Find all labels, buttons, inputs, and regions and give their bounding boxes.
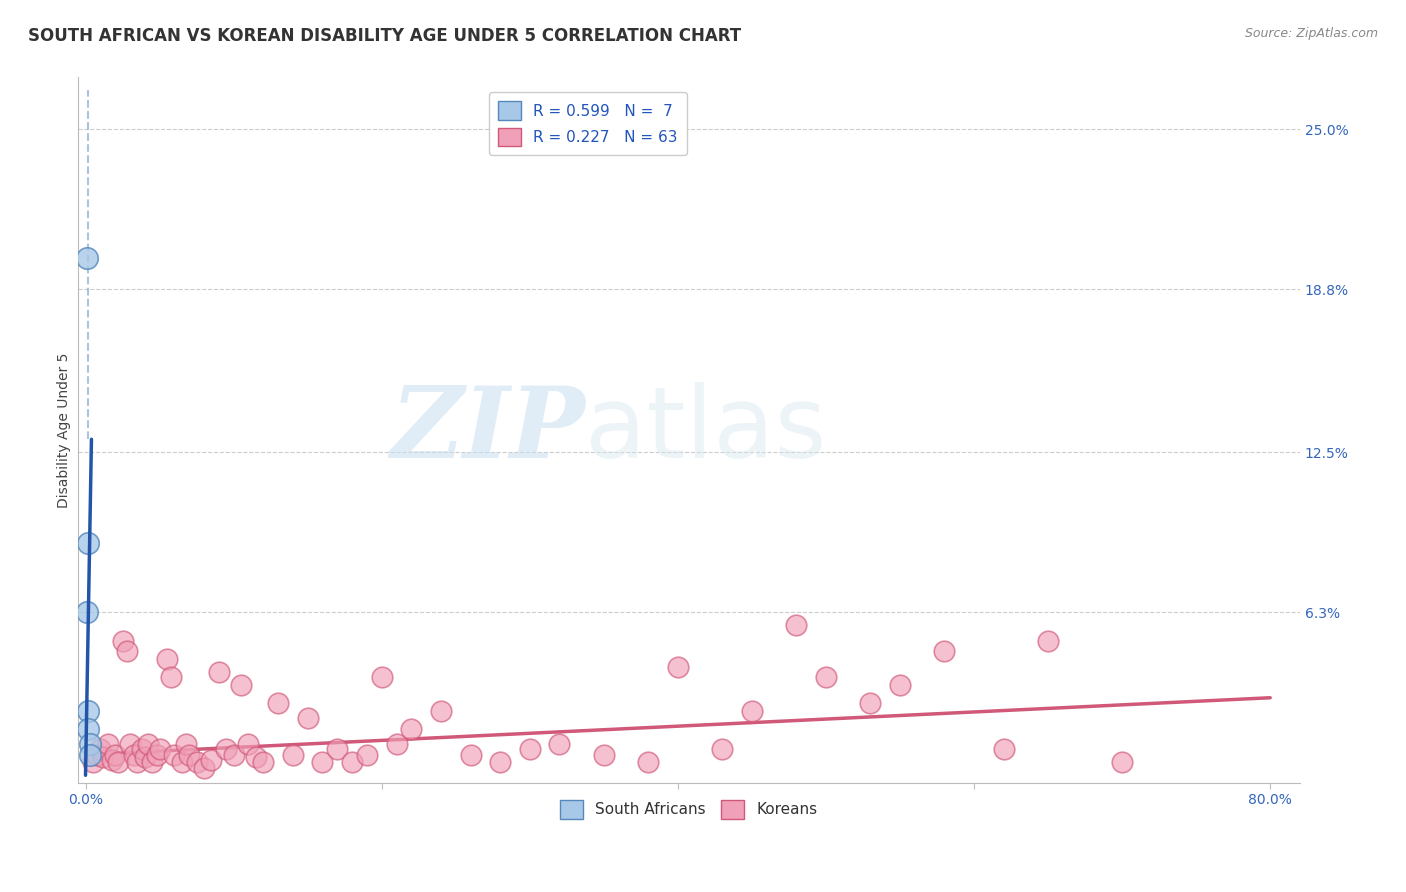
Point [245, 750, 267, 764]
Point [1036, 633, 1059, 648]
Point [356, 747, 378, 762]
Point [281, 747, 304, 762]
Text: SOUTH AFRICAN VS KOREAN DISABILITY AGE UNDER 5 CORRELATION CHART: SOUTH AFRICAN VS KOREAN DISABILITY AGE U… [28, 27, 741, 45]
Point [814, 670, 837, 684]
Y-axis label: Disability Age Under 5: Disability Age Under 5 [58, 352, 72, 508]
Legend: South Africans, Koreans: South Africans, Koreans [554, 794, 824, 825]
Point [134, 750, 156, 764]
Point [859, 696, 882, 710]
Point [163, 747, 186, 762]
Point [519, 742, 541, 756]
Point [200, 753, 222, 767]
Point [1111, 756, 1133, 770]
Point [785, 618, 807, 632]
Point [267, 696, 290, 710]
Point [741, 704, 763, 718]
Point [186, 756, 208, 770]
Point [174, 737, 197, 751]
Point [401, 722, 423, 736]
Point [89, 742, 111, 756]
Point [115, 644, 138, 658]
Point [934, 644, 956, 658]
Point [79, 747, 101, 762]
Point [385, 737, 408, 751]
Point [160, 670, 183, 684]
Point [76, 252, 98, 266]
Point [82, 756, 104, 770]
Point [592, 747, 614, 762]
Point [77, 704, 100, 718]
Point [222, 747, 245, 762]
Point [111, 633, 134, 648]
Point [124, 747, 146, 762]
Point [136, 737, 159, 751]
Point [311, 756, 333, 770]
Text: atlas: atlas [585, 382, 827, 479]
Point [145, 747, 167, 762]
Point [91, 750, 114, 764]
Point [148, 742, 170, 756]
Text: Source: ZipAtlas.com: Source: ZipAtlas.com [1244, 27, 1378, 40]
Point [156, 652, 179, 666]
Point [97, 737, 120, 751]
Point [460, 747, 482, 762]
Point [131, 742, 153, 756]
Point [215, 742, 238, 756]
Point [208, 665, 231, 679]
Point [297, 711, 319, 725]
Point [229, 678, 252, 692]
Point [107, 756, 129, 770]
Point [637, 756, 659, 770]
Point [326, 742, 349, 756]
Point [993, 742, 1015, 756]
Text: ZIP: ZIP [389, 382, 585, 478]
Point [118, 737, 141, 751]
Point [76, 606, 98, 620]
Point [79, 737, 101, 751]
Point [193, 760, 215, 774]
Point [548, 737, 571, 751]
Point [104, 747, 127, 762]
Point [489, 756, 512, 770]
Point [889, 678, 911, 692]
Point [666, 659, 689, 673]
Point [127, 756, 149, 770]
Point [170, 756, 193, 770]
Point [101, 753, 124, 767]
Point [77, 722, 100, 736]
Point [711, 742, 734, 756]
Point [77, 535, 100, 549]
Point [238, 737, 260, 751]
Point [86, 747, 108, 762]
Point [141, 756, 163, 770]
Point [179, 747, 201, 762]
Point [340, 756, 363, 770]
Point [430, 704, 453, 718]
Point [252, 756, 274, 770]
Point [370, 670, 392, 684]
